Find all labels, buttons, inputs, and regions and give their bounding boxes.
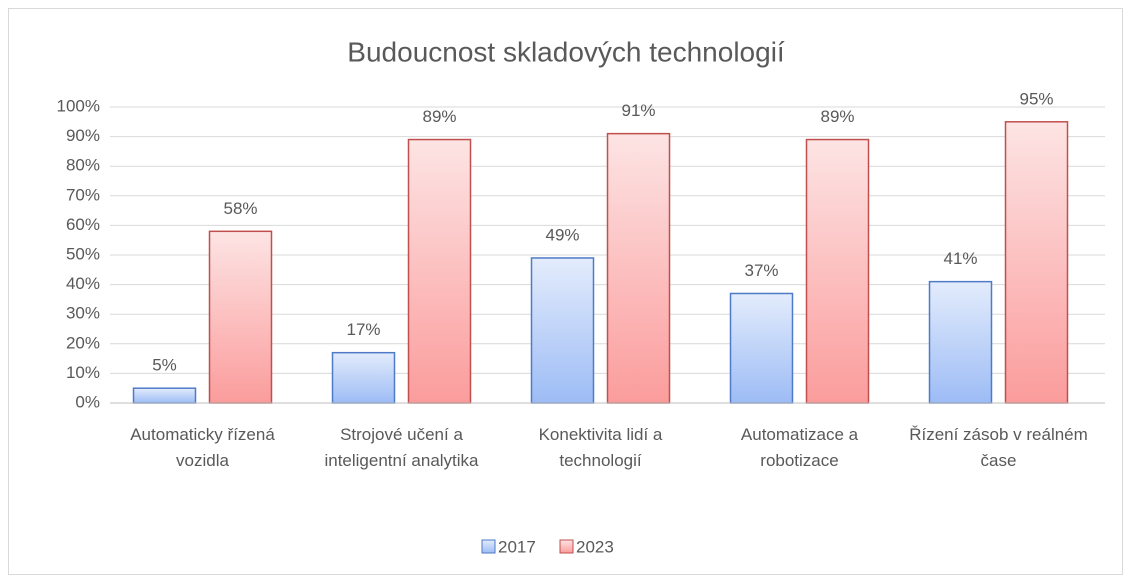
data-label: 58% bbox=[223, 199, 257, 218]
y-tick-label: 100% bbox=[57, 96, 100, 115]
bar bbox=[928, 280, 993, 404]
data-label: 37% bbox=[744, 261, 778, 280]
data-label: 91% bbox=[621, 101, 655, 120]
bar bbox=[132, 387, 197, 404]
bar bbox=[805, 138, 870, 404]
y-tick-label: 30% bbox=[66, 304, 100, 323]
y-tick-label: 60% bbox=[66, 215, 100, 234]
data-label: 41% bbox=[943, 249, 977, 268]
bar bbox=[331, 351, 396, 404]
x-tick-label: Strojové učení a inteligentní analytika bbox=[324, 425, 479, 470]
data-label: 89% bbox=[820, 107, 854, 126]
x-tick-label: Konektivita lidí a technologií bbox=[538, 425, 663, 470]
legend-swatch bbox=[481, 539, 496, 554]
x-tick-label: Řízení zásob v reálném čase bbox=[909, 425, 1088, 470]
data-label: 5% bbox=[152, 356, 177, 375]
y-tick-label: 20% bbox=[66, 333, 100, 352]
x-tick-label: Automatizace a robotizace bbox=[740, 425, 859, 470]
y-tick-label: 40% bbox=[66, 274, 100, 293]
legend-label: 2017 bbox=[498, 537, 536, 556]
y-tick-label: 0% bbox=[75, 392, 100, 411]
bar bbox=[407, 138, 472, 404]
chart-border bbox=[8, 8, 1123, 575]
x-tick-label: Automaticky řízená vozidla bbox=[130, 425, 275, 470]
bar bbox=[729, 292, 794, 404]
y-tick-label: 10% bbox=[66, 363, 100, 382]
chart-title: Budoucnost skladových technologií bbox=[347, 36, 785, 67]
data-label: 89% bbox=[422, 107, 456, 126]
data-label: 17% bbox=[346, 320, 380, 339]
bar bbox=[208, 230, 273, 404]
bar bbox=[606, 132, 671, 404]
data-label: 95% bbox=[1019, 89, 1053, 108]
y-tick-label: 90% bbox=[66, 126, 100, 145]
bar bbox=[1004, 121, 1069, 404]
bar bbox=[530, 257, 595, 404]
data-label: 49% bbox=[545, 225, 579, 244]
y-tick-label: 80% bbox=[66, 156, 100, 175]
y-tick-label: 50% bbox=[66, 244, 100, 263]
legend-swatch bbox=[559, 539, 574, 554]
y-tick-label: 70% bbox=[66, 185, 100, 204]
legend-label: 2023 bbox=[576, 537, 614, 556]
